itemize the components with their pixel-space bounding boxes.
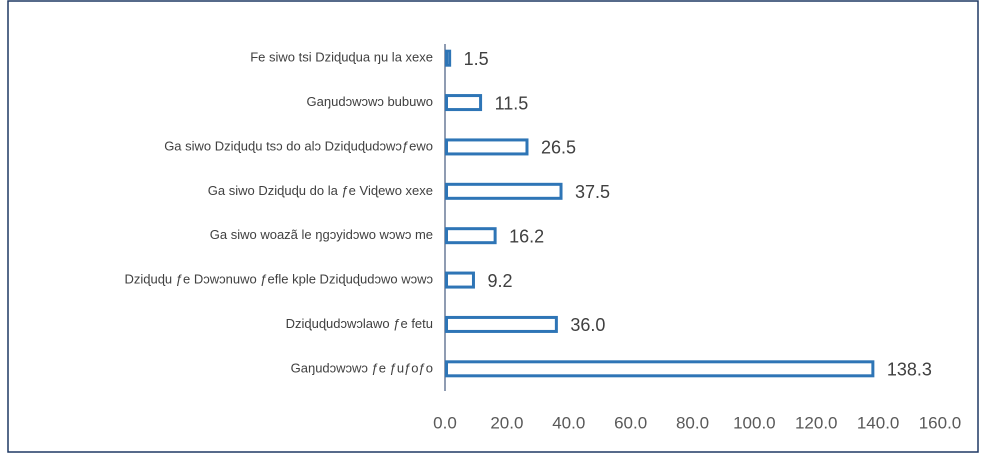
x-tick-label: 40.0 — [552, 413, 585, 432]
bar — [445, 315, 558, 333]
category-label: Ga siwo Dziɖuɖu do la ƒe Viɖewo xexe — [208, 183, 433, 198]
category-label: Dziɖuɖudɔwɔlawo ƒe fetu — [286, 316, 433, 331]
data-label: 36.0 — [570, 315, 605, 335]
data-label: 11.5 — [495, 93, 529, 113]
category-label: Gaŋudɔwɔwɔ ƒe ƒuƒoƒo — [291, 360, 433, 375]
bar — [445, 94, 483, 112]
x-tick-label: 120.0 — [795, 413, 838, 432]
category-label: Ga siwo woazã le ŋgɔyidɔwo wɔwɔ me — [210, 227, 433, 242]
bar — [445, 182, 563, 200]
data-label: 16.2 — [509, 226, 544, 246]
x-tick-label: 0.0 — [433, 413, 457, 432]
bar — [445, 227, 497, 245]
x-tick-label: 80.0 — [676, 413, 709, 432]
chart-frame — [7, 0, 979, 453]
x-tick-label: 160.0 — [919, 413, 962, 432]
bar — [445, 49, 452, 67]
x-tick-label: 60.0 — [614, 413, 647, 432]
bar — [445, 360, 875, 378]
bar — [445, 271, 475, 289]
x-tick-label: 140.0 — [857, 413, 900, 432]
category-label: Dziɖuɖu ƒe Dɔwɔnuwo ƒefle kple Dziɖuɖudɔ… — [124, 272, 433, 287]
x-tick-label: 20.0 — [490, 413, 523, 432]
data-label: 1.5 — [464, 49, 489, 69]
data-label: 138.3 — [887, 360, 932, 380]
category-label: Gaŋudɔwɔwɔ bubuwo — [307, 94, 433, 109]
bar — [445, 138, 529, 156]
data-label: 9.2 — [487, 271, 512, 291]
x-tick-label: 100.0 — [733, 413, 776, 432]
category-label: Ga siwo Dziɖuɖu tsɔ do alɔ Dziɖuɖudɔwɔƒe… — [164, 138, 433, 153]
category-label: Fe siwo tsi Dziɖuɖua ŋu la xexe — [250, 50, 433, 65]
data-label: 37.5 — [575, 182, 610, 202]
data-label: 26.5 — [541, 138, 576, 158]
